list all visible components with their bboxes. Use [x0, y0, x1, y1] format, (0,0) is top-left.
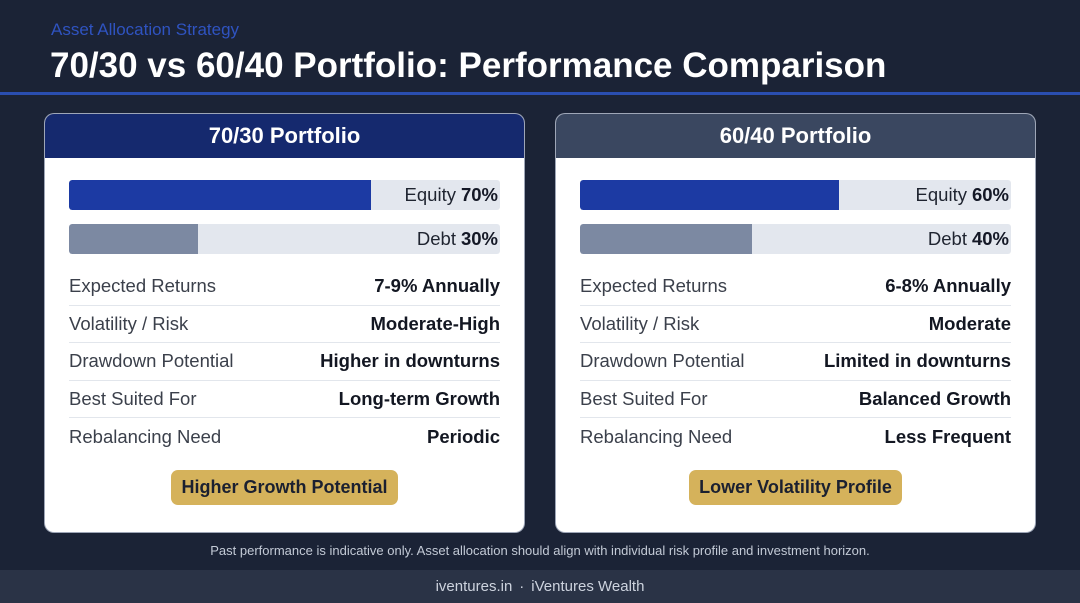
metric-row-rebalancing: Rebalancing Need Periodic: [69, 418, 500, 456]
metric-value: 7-9% Annually: [374, 275, 500, 297]
card-body: Equity 60% Debt 40% Expected Returns 6-8% …: [556, 158, 1035, 505]
portfolio-card-60-40: 60/40 Portfolio Equity 60% Debt 40% Expect…: [556, 114, 1035, 532]
allocation-name: Debt: [927, 228, 967, 249]
footer-bar: iventures.in · iVentures Wealth: [0, 570, 1080, 603]
card-header: 70/30 Portfolio: [45, 114, 524, 158]
metric-value: 6-8% Annually: [885, 275, 1011, 297]
debt-allocation-bar: Debt 40%: [580, 224, 1011, 254]
allocation-percent: 70%: [460, 184, 498, 205]
card-title: 70/30 Portfolio: [208, 123, 361, 148]
metric-value: Long-term Growth: [338, 387, 500, 409]
debt-bar-label: Debt 40%: [928, 224, 1009, 254]
allocation-name: Equity: [915, 184, 967, 205]
equity-bar-label: Equity 70%: [405, 180, 498, 210]
equity-bar-label: Equity 60%: [916, 180, 1009, 210]
metric-label: Expected Returns: [580, 275, 728, 297]
metric-value: Higher in downturns: [320, 350, 500, 372]
metric-row-drawdown: Drawdown Potential Limited in downturns: [580, 343, 1011, 381]
badge-container: Lower Volatility Profile: [580, 470, 1011, 505]
allocation-percent: 40%: [971, 228, 1009, 249]
disclaimer-footnote: Past performance is indicative only. Ass…: [210, 543, 870, 558]
metric-label: Best Suited For: [69, 387, 197, 409]
metric-value: Periodic: [427, 425, 500, 447]
metric-value: Balanced Growth: [858, 387, 1011, 409]
debt-allocation-bar: Debt 30%: [69, 224, 500, 254]
allocation-percent: 30%: [460, 228, 498, 249]
metrics-list: Expected Returns 6-8% Annually Volatilit…: [580, 268, 1011, 456]
footer-brand: iVentures Wealth: [531, 578, 645, 595]
metric-label: Volatility / Risk: [580, 312, 700, 334]
metric-row-volatility: Volatility / Risk Moderate-High: [69, 306, 501, 343]
metric-label: Volatility / Risk: [69, 312, 189, 334]
allocation-name: Equity: [404, 184, 456, 205]
metric-label: Rebalancing Need: [580, 425, 733, 447]
eyebrow-label: Asset Allocation Strategy: [51, 20, 240, 39]
metric-row-expected-returns: Expected Returns 7-9% Annually: [69, 268, 500, 306]
metric-label: Drawdown Potential: [69, 350, 234, 372]
metric-value: Limited in downturns: [823, 350, 1011, 372]
metric-value: Moderate: [928, 312, 1011, 334]
metric-row-expected-returns: Expected Returns 6-8% Annually: [580, 268, 1011, 306]
page-title: 70/30 vs 60/40 Portfolio: Performance Co…: [50, 46, 887, 85]
metric-value: Less Frequent: [884, 425, 1011, 447]
footer-site: iventures.in: [435, 578, 513, 595]
allocation-name: Debt: [416, 228, 456, 249]
debt-bar-fill: [69, 224, 199, 254]
equity-bar-fill: [580, 180, 839, 210]
metric-row-rebalancing: Rebalancing Need Less Frequent: [580, 418, 1011, 456]
metric-label: Rebalancing Need: [69, 425, 222, 447]
equity-bar-fill: [69, 180, 371, 210]
allocation-percent: 60%: [971, 184, 1009, 205]
card-title: 60/40 Portfolio: [719, 123, 872, 148]
badge-container: Higher Growth Potential: [69, 470, 500, 505]
metric-row-best-suited: Best Suited For Long-term Growth: [69, 381, 500, 418]
metric-row-drawdown: Drawdown Potential Higher in downturns: [69, 343, 500, 381]
debt-bar-fill: [580, 224, 753, 254]
highlight-badge: Higher Growth Potential: [171, 470, 398, 505]
metric-label: Drawdown Potential: [580, 350, 745, 372]
equity-allocation-bar: Equity 70%: [69, 180, 500, 210]
metric-label: Expected Returns: [69, 275, 217, 297]
header-divider: [0, 92, 1080, 95]
metric-value: Moderate-High: [370, 312, 501, 334]
debt-bar-label: Debt 30%: [417, 224, 498, 254]
card-body: Equity 70% Debt 30% Expected Returns 7-9% …: [45, 158, 524, 505]
portfolio-card-70-30: 70/30 Portfolio Equity 70% Debt 30% Expect…: [45, 114, 524, 532]
metric-row-best-suited: Best Suited For Balanced Growth: [580, 381, 1011, 418]
card-header: 60/40 Portfolio: [556, 114, 1035, 158]
metrics-list: Expected Returns 7-9% Annually Volatilit…: [69, 268, 500, 456]
metric-label: Best Suited For: [580, 387, 708, 409]
highlight-badge: Lower Volatility Profile: [689, 470, 902, 505]
equity-allocation-bar: Equity 60%: [580, 180, 1011, 210]
footer-separator: ·: [519, 578, 525, 595]
metric-row-volatility: Volatility / Risk Moderate: [580, 306, 1011, 343]
